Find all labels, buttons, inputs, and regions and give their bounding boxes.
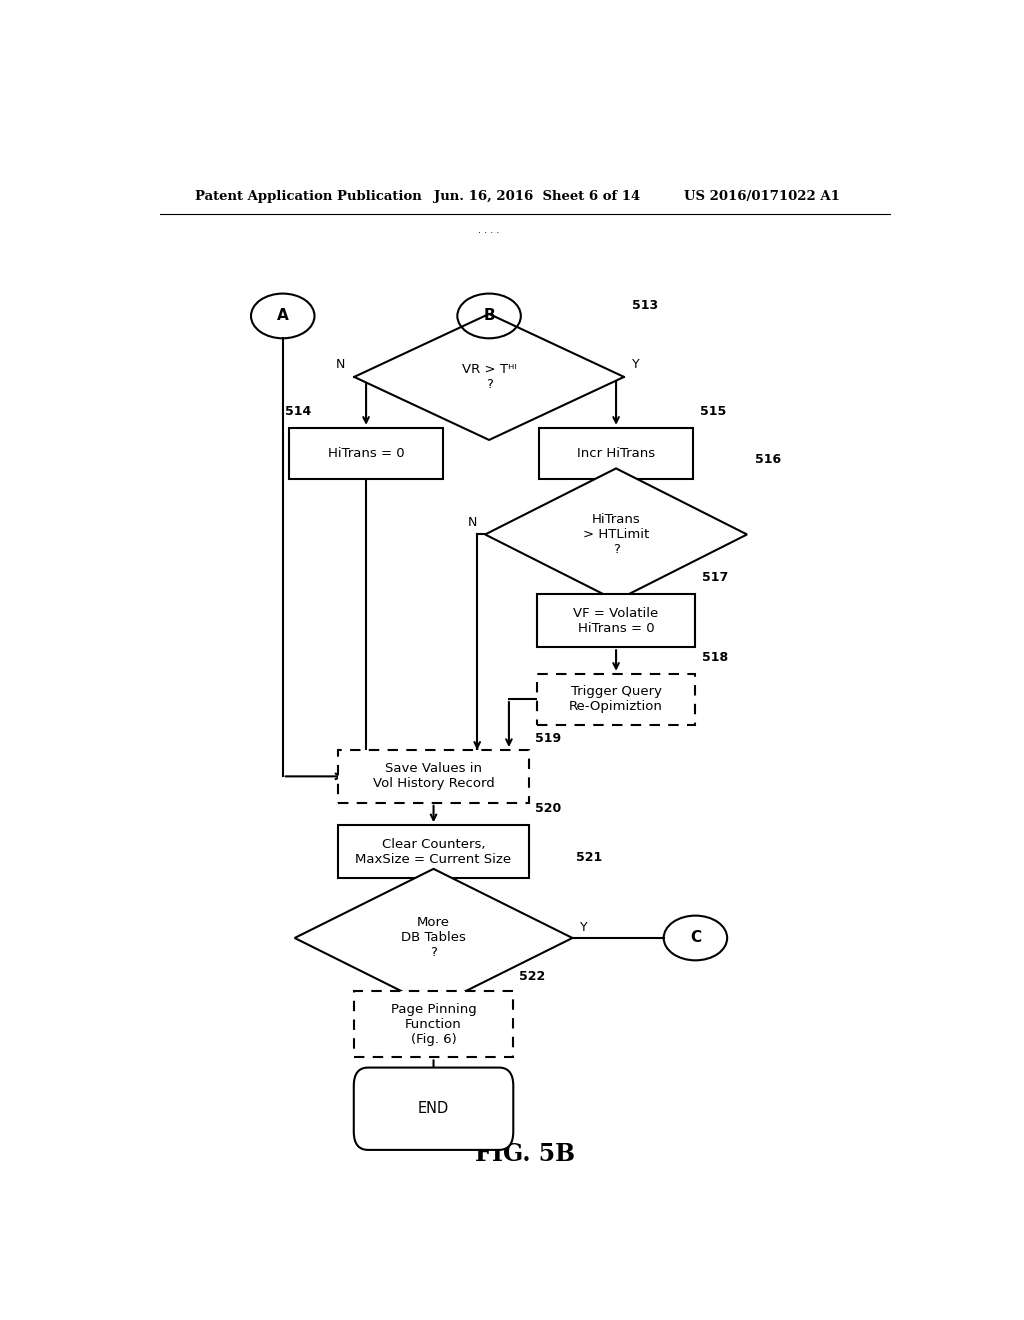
Text: Clear Counters,
MaxSize = Current Size: Clear Counters, MaxSize = Current Size	[355, 838, 512, 866]
Text: 516: 516	[755, 453, 781, 466]
FancyBboxPatch shape	[537, 673, 695, 725]
Text: 521: 521	[577, 851, 603, 863]
FancyBboxPatch shape	[354, 991, 513, 1057]
Text: VR > Tᴴᴵ
?: VR > Tᴴᴵ ?	[462, 363, 516, 391]
Text: Y: Y	[624, 606, 632, 619]
Text: Y: Y	[632, 358, 640, 371]
Text: Save Values in
Vol History Record: Save Values in Vol History Record	[373, 763, 495, 791]
Text: N: N	[335, 358, 345, 371]
Text: 518: 518	[701, 651, 728, 664]
Text: 517: 517	[701, 572, 728, 585]
Text: C: C	[690, 931, 701, 945]
Text: . . . .: . . . .	[478, 224, 500, 235]
Text: Incr HiTrans: Incr HiTrans	[577, 446, 655, 459]
FancyBboxPatch shape	[539, 428, 693, 479]
Text: END: END	[418, 1101, 450, 1117]
Text: 514: 514	[285, 405, 311, 417]
Text: N: N	[468, 516, 477, 529]
Text: 513: 513	[632, 298, 658, 312]
Text: A: A	[276, 309, 289, 323]
Text: US 2016/0171022 A1: US 2016/0171022 A1	[684, 190, 840, 202]
Text: Trigger Query
Re-Opimiztion: Trigger Query Re-Opimiztion	[569, 685, 663, 713]
Polygon shape	[295, 869, 572, 1007]
Text: HiTrans
> HTLimit
?: HiTrans > HTLimit ?	[583, 513, 649, 556]
Text: Patent Application Publication: Patent Application Publication	[196, 190, 422, 202]
FancyBboxPatch shape	[537, 594, 695, 647]
Text: 519: 519	[536, 731, 561, 744]
FancyBboxPatch shape	[338, 825, 528, 878]
Polygon shape	[485, 469, 748, 601]
FancyBboxPatch shape	[338, 750, 528, 803]
Text: More
DB Tables
?: More DB Tables ?	[401, 916, 466, 960]
Text: B: B	[483, 309, 495, 323]
Text: 520: 520	[536, 803, 561, 814]
Text: 522: 522	[519, 970, 546, 983]
Text: N: N	[441, 1012, 451, 1026]
Polygon shape	[354, 314, 624, 440]
Text: VF = Volatile
HiTrans = 0: VF = Volatile HiTrans = 0	[573, 607, 658, 635]
Text: 515: 515	[699, 405, 726, 417]
Text: HiTrans = 0: HiTrans = 0	[328, 446, 404, 459]
FancyBboxPatch shape	[289, 428, 443, 479]
FancyBboxPatch shape	[353, 1068, 513, 1150]
Text: Y: Y	[581, 921, 588, 935]
Text: Jun. 16, 2016  Sheet 6 of 14: Jun. 16, 2016 Sheet 6 of 14	[433, 190, 640, 202]
Text: FIG. 5B: FIG. 5B	[475, 1143, 574, 1167]
Text: Page Pinning
Function
(Fig. 6): Page Pinning Function (Fig. 6)	[391, 1003, 476, 1045]
